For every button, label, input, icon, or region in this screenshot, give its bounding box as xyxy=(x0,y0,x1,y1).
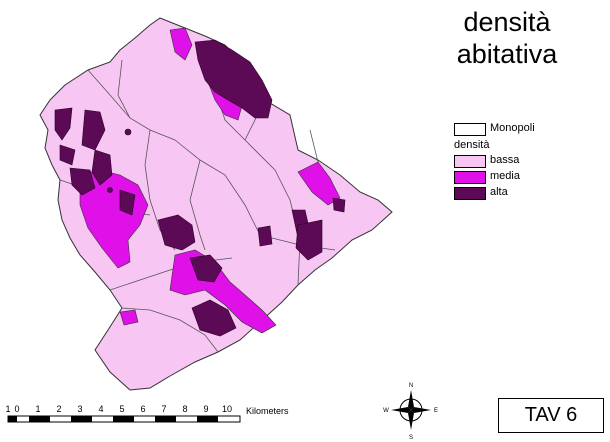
legend-header: densità xyxy=(454,139,490,151)
legend-item-bassa: bassa xyxy=(454,154,519,171)
legend-item-alta: alta xyxy=(454,186,508,203)
legend-label-alta: alta xyxy=(490,186,508,198)
territory-outline xyxy=(39,17,393,391)
scale-tick-label: 1 xyxy=(35,404,40,414)
compass-s-label: S xyxy=(409,435,413,441)
scale-unit-label: Kilometers xyxy=(246,406,289,416)
legend-swatch-municipality xyxy=(454,123,486,136)
scale-tick-label: 9 xyxy=(203,404,208,414)
legend-label-bassa: bassa xyxy=(490,154,520,166)
scale-bar: 1 0 1 2 3 4 5 6 7 8 9 10 xyxy=(5,404,241,423)
scale-tick-label: 10 xyxy=(222,404,232,414)
legend-swatch-alta xyxy=(454,187,486,200)
compass-e-label: E xyxy=(434,408,438,414)
legend-label-municipality: Monopoli xyxy=(490,122,535,134)
scale-tick-label: 2 xyxy=(56,404,61,414)
title-line-1: densità xyxy=(463,7,551,37)
scale-tick-label: 6 xyxy=(140,404,145,414)
compass-n-label: N xyxy=(409,383,413,389)
map-title: densità abitativa xyxy=(432,6,582,70)
scale-tick-label: 4 xyxy=(98,404,103,414)
density-high-areas xyxy=(54,39,346,337)
sheet-label: TAV 6 xyxy=(498,398,604,433)
scale-tick-label: 8 xyxy=(182,404,187,414)
scale-tick-label: 3 xyxy=(77,404,82,414)
compass-w-label: W xyxy=(383,408,389,414)
legend-swatch-bassa xyxy=(454,155,486,168)
compass-rose-icon: N S E W xyxy=(383,383,438,441)
legend-swatch-media xyxy=(454,171,486,184)
scale-tick-label: 0 xyxy=(14,404,19,414)
legend-item-media: media xyxy=(454,170,520,187)
legend-label-media: media xyxy=(490,170,520,182)
title-line-2: abitativa xyxy=(456,39,558,69)
scale-tick-label: 1 xyxy=(5,404,10,414)
legend-municipality: Monopoli xyxy=(454,122,535,139)
scale-tick-label: 5 xyxy=(119,404,124,414)
map-legend: Monopoli densità bassa media alta xyxy=(454,122,535,203)
scale-tick-label: 7 xyxy=(161,404,166,414)
